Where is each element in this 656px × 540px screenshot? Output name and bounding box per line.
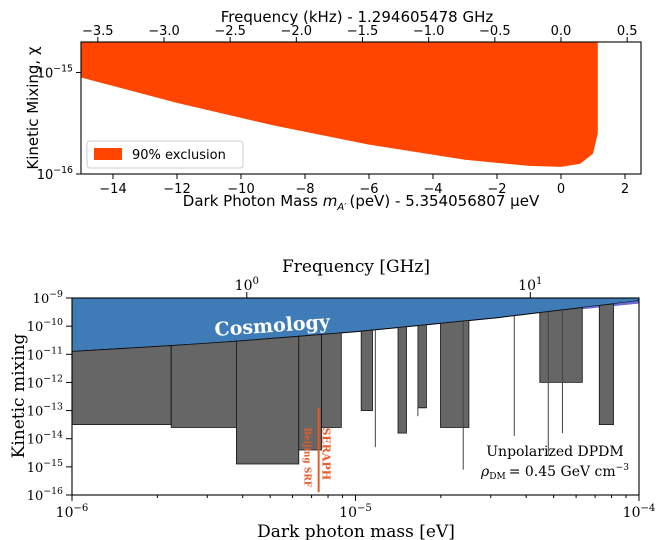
excluded-region [298, 334, 322, 451]
legend-swatch [94, 148, 122, 160]
bottom-chart-top-tick-label: 100 [235, 276, 259, 294]
bottom-chart-y-tick-label: 10−16 [27, 486, 63, 504]
legend-box [86, 140, 244, 169]
seraph-sublabel: Beijing SRF [302, 427, 312, 487]
bottom-chart-y-axis-label: Kinetic mixing [9, 334, 29, 459]
bottom-chart-y-tick-label: 10−15 [27, 458, 63, 476]
bottom-chart-y-tick-label: 10−10 [27, 317, 63, 335]
bottom-chart-y-tick-label: 10−11 [27, 345, 63, 363]
top-chart-top-tick-label: −1.5 [347, 24, 379, 39]
top-chart-x-tick-label: −12 [163, 182, 190, 197]
top-chart-x-tick-label: 2 [621, 182, 629, 197]
top-chart-top-tick-label: −3.0 [148, 24, 180, 39]
legend: 90% exclusion [86, 140, 244, 169]
excluded-region [598, 303, 614, 425]
top-chart-top-tick-label: −1.0 [413, 24, 445, 39]
top-chart-y-ticks: 10−15 10−16 [37, 63, 81, 183]
legend-label: 90% exclusion [132, 148, 226, 163]
bottom-chart-top-tick-label: 101 [518, 276, 542, 294]
bottom-chart-top-axis-label: Frequency [GHz] [282, 257, 430, 277]
top-chart-x-tick-label: −10 [227, 182, 254, 197]
excluded-region [417, 324, 427, 409]
bottom-chart-top-ticks: 100 101 [235, 276, 542, 298]
top-chart-x-ticks: −14 −12 −10 −8 −6 −4 −2 0 2 [99, 174, 629, 197]
top-chart-x-tick-label: −4 [423, 182, 442, 197]
top-chart-top-tick-label: −2.0 [281, 24, 313, 39]
excluded-region [71, 345, 172, 425]
excluded-region [321, 332, 342, 428]
top-chart-plot-frame [80, 41, 642, 175]
seraph-label: SERAPH [320, 427, 333, 480]
bottom-chart-x-axis-label: Dark photon mass [eV] [257, 522, 455, 540]
top-chart-top-ticks: −3.5 −3.0 −2.5 −2.0 −1.5 −1.0 −0.5 0.0 0.5 [82, 24, 638, 42]
top-chart-x-tick-label: 0 [557, 182, 565, 197]
top-chart-x-tick-label: −2 [487, 182, 506, 197]
dpdm-annotation-line2: ρDM = 0.45 GeV cm−3 [480, 463, 629, 482]
top-chart-y-axis-label: Kinetic Mixing, χ [24, 46, 42, 170]
excluded-region [170, 340, 237, 428]
top-chart-x-axis-label: Dark Photon Mass mA′ (peV) - 5.354056807 … [183, 192, 540, 213]
bottom-chart-x-tick-label: 10−6 [56, 503, 89, 521]
chart-exclusion-zoom: Frequency (kHz) - 1.294605478 GHz −3.5 −3… [24, 8, 642, 213]
excluded-region [440, 320, 470, 428]
narrow-exclusion-lines [374, 309, 563, 470]
bottom-chart-y-tick-label: 10−12 [27, 373, 63, 391]
excluded-region [539, 307, 583, 383]
top-chart-top-tick-label: −2.5 [214, 24, 246, 39]
top-chart-y-tick-label: 10−16 [37, 165, 73, 183]
top-chart-y-tick-label: 10−15 [37, 63, 73, 81]
dpdm-annotation-line1: Unpolarized DPDM [486, 444, 623, 460]
exclusion-region [81, 42, 598, 167]
excluded-region [397, 326, 407, 434]
excluded-region [236, 335, 300, 465]
top-chart-top-axis-label: Frequency (kHz) - 1.294605478 GHz [221, 8, 494, 26]
bottom-chart-x-tick-label: 10−4 [623, 503, 656, 521]
top-chart-top-tick-label: 0.5 [617, 24, 638, 39]
top-chart-x-tick-label: −8 [295, 182, 314, 197]
bottom-chart-y-tick-label: 10−9 [33, 289, 63, 307]
top-chart-x-tick-label: −6 [359, 182, 378, 197]
top-chart-x-tick-label: −14 [99, 182, 126, 197]
excluded-region [360, 329, 373, 411]
bottom-chart-y-ticks: 10−9 10−10 10−11 10−12 10−13 10−14 10−15 10−16 [27, 289, 72, 504]
bottom-chart-x-tick-label: 10−5 [339, 503, 372, 521]
bottom-chart-y-tick-label: 10−14 [27, 430, 63, 448]
excluded-regions [71, 303, 614, 465]
chart-dpdm-limits: Frequency [GHz] 100 101 Cosmology SERAPH … [9, 257, 655, 540]
top-chart-top-tick-label: −0.5 [479, 24, 511, 39]
bottom-chart-x-ticks: 10−6 10−5 10−4 [56, 495, 656, 521]
bottom-chart-y-tick-label: 10−13 [27, 402, 63, 420]
top-chart-top-tick-label: 0.0 [551, 24, 572, 39]
top-chart-top-tick-label: −3.5 [82, 24, 114, 39]
